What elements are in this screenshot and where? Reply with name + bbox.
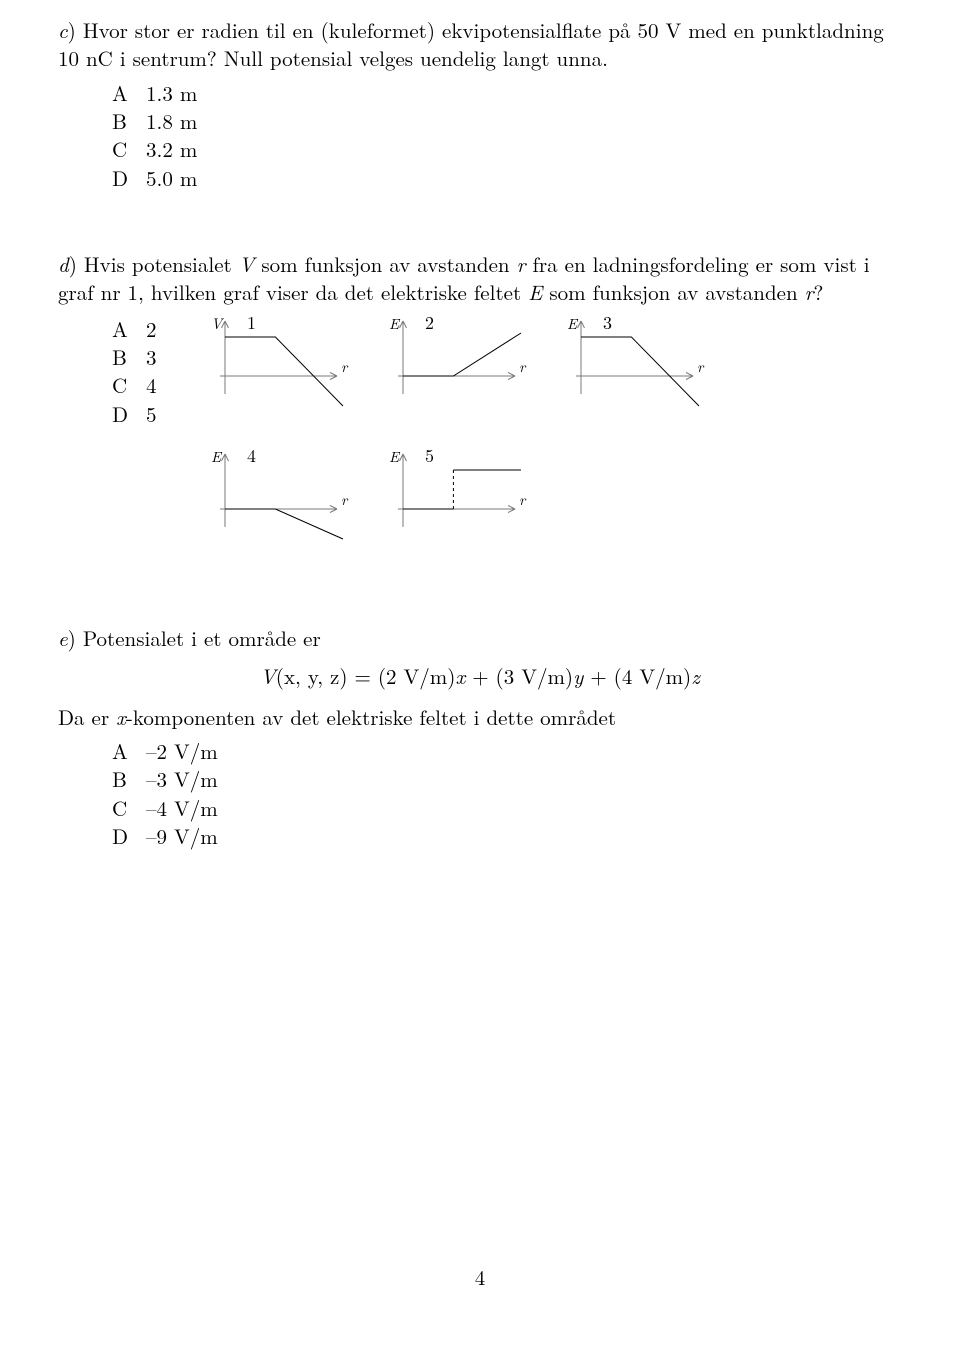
list-item: B 3	[112, 343, 157, 371]
option-value: –2 V/m	[146, 737, 218, 765]
option-letter: A	[112, 737, 146, 765]
question-c-body: ) Hvor stor er radien til en (kuleformet…	[58, 15, 884, 73]
list-item: C –4 V/m	[112, 794, 902, 822]
question-e-label: e	[58, 623, 68, 653]
option-letter: A	[112, 315, 146, 343]
list-item: C 4	[112, 371, 157, 399]
svg-text:r: r	[519, 489, 527, 510]
svg-text:2: 2	[425, 313, 434, 335]
question-d-options: A 2 B 3 C 4 D 5	[112, 315, 157, 428]
question-e-text2: Da er x-komponenten av det elektriske fe…	[58, 703, 902, 731]
svg-text:E: E	[211, 446, 223, 467]
svg-text:3: 3	[603, 313, 612, 335]
option-letter: B	[112, 107, 146, 135]
question-e-formula: V(x, y, z) = (2 V/m)x + (3 V/m)y + (4 V/…	[58, 662, 902, 690]
option-letter: B	[112, 343, 146, 371]
question-d-label: d	[58, 249, 69, 279]
list-item: C 3.2 m	[112, 135, 902, 163]
list-item: D 5.0 m	[112, 164, 902, 192]
svg-text:4: 4	[247, 443, 256, 468]
option-letter: C	[112, 371, 146, 399]
option-letter: A	[112, 79, 146, 107]
list-item: A 2	[112, 315, 157, 343]
svg-text:r: r	[341, 356, 349, 377]
question-d-body: A 2 B 3 C 4 D 5 V 1 r E 2 r E 3 r E 4 r E 5 r	[58, 313, 902, 564]
option-value: –9 V/m	[146, 822, 218, 850]
svg-text:r: r	[519, 356, 527, 377]
list-item: D –9 V/m	[112, 822, 902, 850]
option-value: 5.0 m	[146, 164, 197, 192]
option-value: 1.8 m	[146, 107, 197, 135]
option-letter: D	[112, 164, 146, 192]
option-value: –4 V/m	[146, 794, 218, 822]
option-letter: D	[112, 400, 146, 428]
question-c-label: c	[58, 15, 68, 45]
question-c-text: c) Hvor stor er radien til en (kuleforme…	[58, 16, 902, 73]
option-value: 4	[146, 371, 157, 399]
svg-text:E: E	[389, 446, 401, 467]
option-letter: C	[112, 794, 146, 822]
question-e-options: A –2 V/m B –3 V/m C –4 V/m D –9 V/m	[112, 737, 902, 850]
graphs-figure: V 1 r E 2 r E 3 r E 4 r E 5 r	[207, 313, 727, 558]
list-item: A 1.3 m	[112, 79, 902, 107]
option-value: 2	[146, 315, 157, 343]
svg-text:E: E	[389, 313, 401, 334]
svg-text:V: V	[211, 313, 225, 334]
svg-text:1: 1	[247, 313, 256, 335]
question-e-text1: e) Potensialet i et område er	[58, 624, 902, 652]
question-d-graphs: V 1 r E 2 r E 3 r E 4 r E 5 r	[207, 313, 727, 564]
list-item: A –2 V/m	[112, 737, 902, 765]
svg-text:E: E	[567, 313, 579, 334]
option-value: 5	[146, 400, 157, 428]
option-value: 3.2 m	[146, 135, 197, 163]
option-value: 1.3 m	[146, 79, 197, 107]
question-d-text: d) Hvis potensialet V som funksjon av av…	[58, 250, 902, 307]
option-letter: C	[112, 135, 146, 163]
svg-text:r: r	[697, 356, 705, 377]
list-item: B 1.8 m	[112, 107, 902, 135]
list-item: D 5	[112, 400, 157, 428]
option-value: –3 V/m	[146, 765, 218, 793]
option-value: 3	[146, 343, 157, 371]
list-item: B –3 V/m	[112, 765, 902, 793]
question-c-options: A 1.3 m B 1.8 m C 3.2 m D 5.0 m	[112, 79, 902, 192]
option-letter: B	[112, 765, 146, 793]
page-number: 4	[0, 1262, 960, 1292]
svg-text:5: 5	[425, 443, 434, 468]
svg-text:r: r	[341, 489, 349, 510]
option-letter: D	[112, 822, 146, 850]
